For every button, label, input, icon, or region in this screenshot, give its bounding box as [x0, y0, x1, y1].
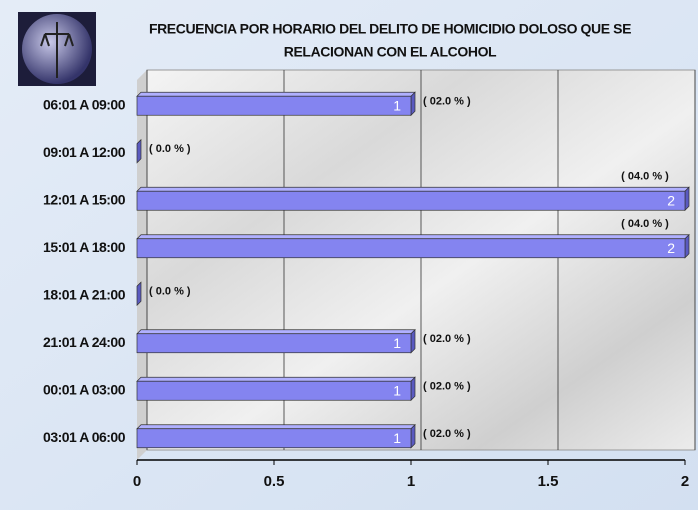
- bar-side: [684, 186, 690, 212]
- y-tick-label: 18:01 A 21:00: [43, 286, 126, 302]
- x-tick-label: 0: [133, 473, 141, 490]
- percent-label: ( 04.0 % ): [621, 171, 669, 183]
- percent-label: ( 02.0 % ): [423, 96, 471, 108]
- bar: [136, 238, 686, 259]
- x-tick-label: 1: [407, 473, 415, 490]
- bar: [136, 333, 412, 354]
- y-tick-label: 00:01 A 03:00: [43, 381, 126, 397]
- bar-top: [136, 376, 416, 382]
- y-tick-label: 12:01 A 15:00: [43, 191, 126, 207]
- bar-side: [136, 138, 142, 164]
- bar-side: [410, 376, 416, 402]
- bar-side: [410, 328, 416, 354]
- percent-label: ( 02.0 % ): [423, 333, 471, 345]
- y-tick-label: 09:01 A 12:00: [43, 144, 126, 160]
- logo: [18, 12, 96, 86]
- chart-title: RELACIONAN CON EL ALCOHOL: [284, 44, 497, 60]
- bar-side: [410, 423, 416, 449]
- y-tick-label: 21:01 A 24:00: [43, 334, 126, 350]
- bar: [136, 190, 686, 211]
- x-tick-label: 2: [681, 473, 689, 490]
- value-label: 1: [393, 430, 401, 446]
- bar-top: [136, 329, 416, 335]
- percent-label: ( 02.0 % ): [423, 428, 471, 440]
- x-tick-label: 0.5: [264, 473, 285, 490]
- percent-label: ( 04.0 % ): [621, 218, 669, 230]
- bar-side: [136, 281, 142, 307]
- x-tick-label: 1.5: [538, 473, 559, 490]
- bar-top: [136, 424, 416, 430]
- value-label: 1: [393, 382, 401, 398]
- percent-label: ( 0.0 % ): [149, 286, 191, 298]
- bar-top: [136, 91, 416, 97]
- value-label: 1: [393, 335, 401, 351]
- percent-label: ( 0.0 % ): [149, 143, 191, 155]
- percent-label: ( 02.0 % ): [423, 381, 471, 393]
- bar: [136, 380, 412, 401]
- y-tick-label: 03:01 A 06:00: [43, 429, 126, 445]
- value-label: 2: [667, 192, 675, 208]
- bar-top: [136, 186, 690, 192]
- value-label: 2: [667, 240, 675, 256]
- bar: [136, 428, 412, 449]
- value-label: 1: [393, 97, 401, 113]
- bar: [136, 95, 412, 116]
- bar-top: [136, 234, 690, 240]
- y-tick-label: 15:01 A 18:00: [43, 239, 126, 255]
- y-tick-label: 06:01 A 09:00: [43, 96, 126, 112]
- chart-title: FRECUENCIA POR HORARIO DEL DELITO DE HOM…: [149, 21, 631, 37]
- bar-side: [684, 233, 690, 259]
- plot-side: [137, 70, 147, 460]
- bar-side: [410, 91, 416, 117]
